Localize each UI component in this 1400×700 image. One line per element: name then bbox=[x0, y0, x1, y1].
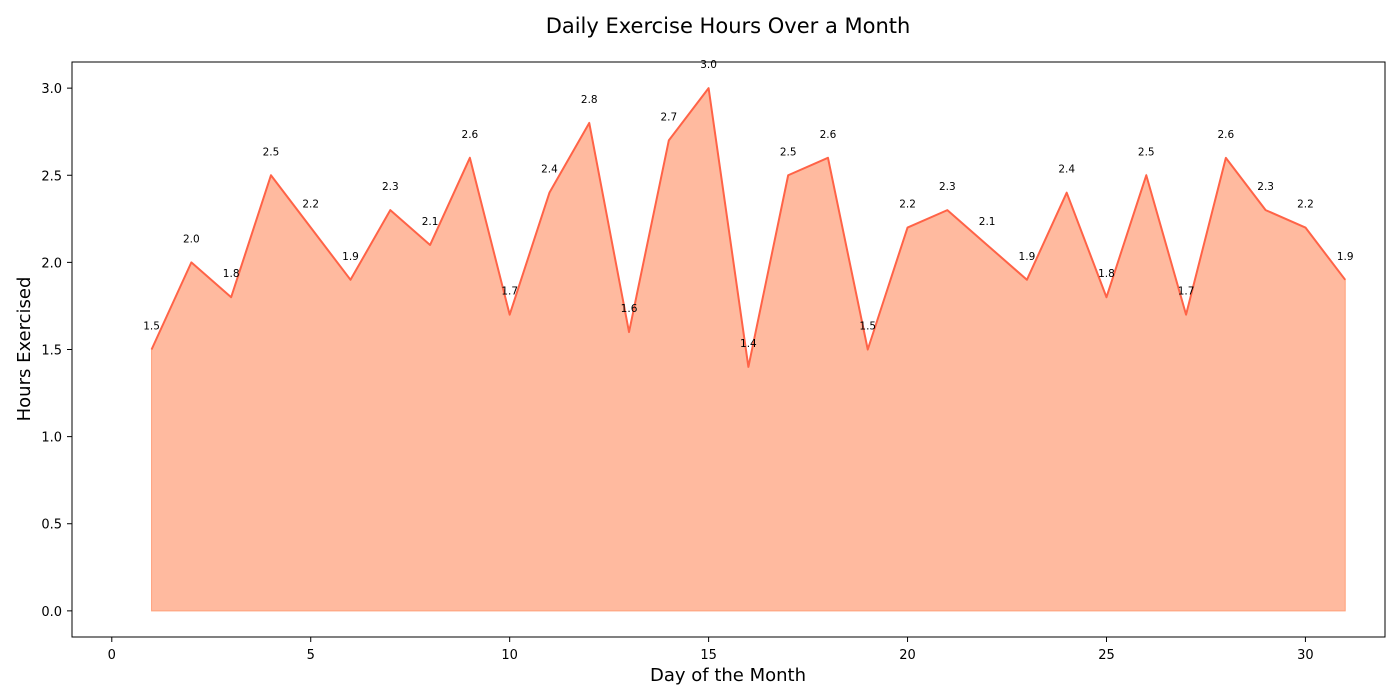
y-tick-label: 0.5 bbox=[41, 518, 62, 533]
data-label: 1.9 bbox=[342, 251, 359, 263]
y-tick-label: 2.0 bbox=[41, 256, 62, 271]
data-label: 3.0 bbox=[700, 59, 717, 71]
y-tick-label: 0.0 bbox=[41, 605, 62, 620]
data-label: 2.6 bbox=[820, 129, 837, 141]
data-label: 1.8 bbox=[1098, 268, 1115, 280]
data-label: 2.1 bbox=[422, 216, 439, 228]
data-label: 1.5 bbox=[859, 321, 876, 333]
data-label: 2.6 bbox=[1217, 129, 1234, 141]
y-axis-label: Hours Exercised bbox=[14, 277, 35, 422]
data-labels: 1.5 2.0 1.8 2.5 2.2 1.9 2.3 2.1 2.6 1.7 2.4 2.8 1.6 2… bbox=[143, 59, 1353, 350]
data-label: 2.0 bbox=[183, 233, 200, 245]
data-label: 2.3 bbox=[382, 181, 399, 193]
data-label: 2.1 bbox=[979, 216, 996, 228]
data-label: 1.7 bbox=[1178, 286, 1195, 298]
data-label: 1.8 bbox=[223, 268, 240, 280]
data-label: 2.3 bbox=[1257, 181, 1274, 193]
x-axis-label: Day of the Month bbox=[650, 665, 806, 686]
data-label: 2.3 bbox=[939, 181, 956, 193]
data-label: 2.2 bbox=[302, 199, 319, 211]
data-label: 1.4 bbox=[740, 338, 757, 350]
data-label: 2.5 bbox=[780, 146, 797, 158]
x-tick-label: 10 bbox=[501, 648, 518, 663]
x-tick-label: 25 bbox=[1098, 648, 1115, 663]
data-label: 2.8 bbox=[581, 94, 598, 106]
x-tick-label: 5 bbox=[307, 648, 315, 663]
x-tick-label: 20 bbox=[899, 648, 916, 663]
data-label: 1.5 bbox=[143, 321, 160, 333]
data-label: 2.5 bbox=[263, 146, 280, 158]
chart-title: Daily Exercise Hours Over a Month bbox=[546, 14, 911, 38]
data-label: 2.4 bbox=[541, 164, 558, 176]
data-label: 2.2 bbox=[1297, 199, 1314, 211]
data-label: 2.4 bbox=[1058, 164, 1075, 176]
data-label: 2.6 bbox=[462, 129, 479, 141]
data-label: 2.5 bbox=[1138, 146, 1155, 158]
x-tick-label: 15 bbox=[700, 648, 717, 663]
x-tick-label: 30 bbox=[1297, 648, 1314, 663]
y-tick-label: 1.0 bbox=[41, 431, 62, 446]
data-label: 2.7 bbox=[660, 111, 677, 123]
y-tick-label: 1.5 bbox=[41, 344, 62, 359]
y-axis: 0.0 0.5 1.0 1.5 2.0 2.5 3.0 bbox=[41, 82, 72, 620]
data-label: 1.7 bbox=[501, 286, 518, 298]
data-label: 1.9 bbox=[1337, 251, 1354, 263]
data-label: 1.9 bbox=[1019, 251, 1036, 263]
data-label: 2.2 bbox=[899, 199, 916, 211]
y-tick-label: 2.5 bbox=[41, 169, 62, 184]
x-axis: 0 5 10 15 20 25 30 bbox=[108, 637, 1314, 663]
data-label: 1.6 bbox=[621, 303, 638, 315]
x-tick-label: 0 bbox=[108, 648, 116, 663]
area-series bbox=[150, 86, 1347, 612]
series-line bbox=[150, 87, 1347, 368]
y-tick-label: 3.0 bbox=[41, 82, 62, 97]
